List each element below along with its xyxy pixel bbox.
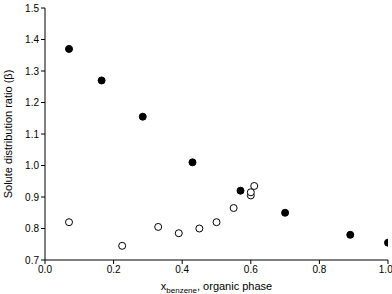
svg-text:0.2: 0.2 (107, 264, 121, 275)
svg-text:1.2: 1.2 (25, 97, 39, 108)
svg-text:0.4: 0.4 (175, 264, 189, 275)
svg-text:0.8: 0.8 (25, 223, 39, 234)
svg-text:0.7: 0.7 (25, 255, 39, 266)
svg-text:1.0: 1.0 (25, 160, 39, 171)
svg-text:0.9: 0.9 (25, 192, 39, 203)
svg-text:1.3: 1.3 (25, 66, 39, 77)
svg-text:xbenzene, organic phase: xbenzene, organic phase (161, 280, 272, 294)
svg-text:0.6: 0.6 (244, 264, 258, 275)
svg-text:0.8: 0.8 (312, 264, 326, 275)
svg-text:1.0: 1.0 (379, 264, 384, 275)
svg-text:1.4: 1.4 (25, 34, 39, 45)
svg-text:1.5: 1.5 (25, 3, 39, 14)
svg-text:1.1: 1.1 (25, 129, 39, 140)
svg-text:0.0: 0.0 (38, 264, 52, 275)
svg-text:Solute distribution ratio (β): Solute distribution ratio (β) (8, 70, 14, 199)
